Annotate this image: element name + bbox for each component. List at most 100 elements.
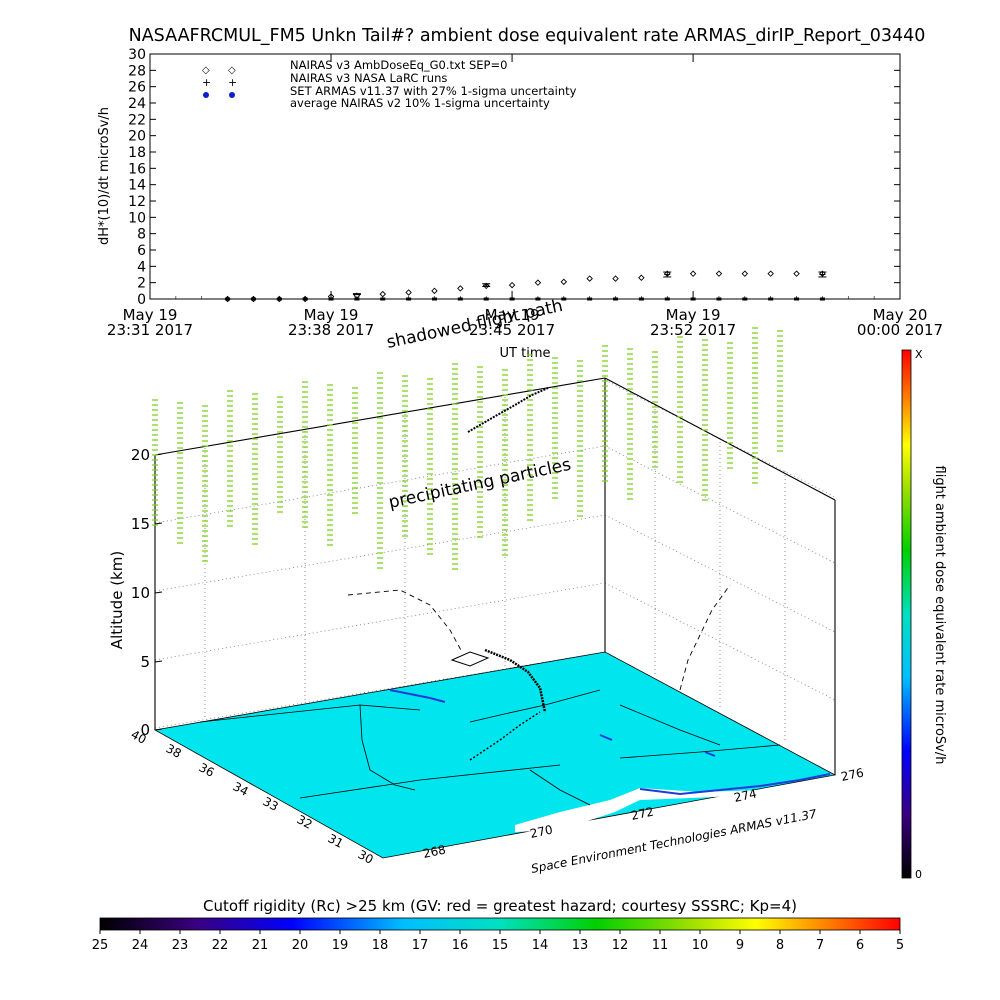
x-tick-label: 00:00 2017 [857,321,943,339]
legend-marker-plus: + [228,76,237,89]
cutoff-tick-label: 25 [92,938,109,953]
armas-point [613,297,619,301]
altitude-tick-label: 15 [131,515,150,533]
figure-title: NASAAFRCMUL_FM5 Unkn Tail#? ambient dose… [129,26,926,46]
x-tick-label: 23:38 2017 [288,321,374,339]
latitude-tick-label: 31 [326,831,346,851]
y-tick-label: 14 [128,178,146,194]
latitude-tick-label: 40 [129,727,149,747]
altitude-tick-label: 0 [140,721,150,739]
longitude-tick-label: 268 [422,842,447,860]
top-chart-marks [224,270,827,303]
nairas-point [612,275,619,282]
armas-point [561,297,567,301]
cutoff-tick-label: 23 [172,938,189,953]
longitude-axis: 268 270 272 274 276 [422,765,865,860]
cutoff-tick-label: 8 [776,938,784,953]
armas-point [276,297,282,301]
x-tick-label: May 19 [485,306,540,324]
nairas-point [431,287,438,295]
y-tick-label: 10 [128,210,146,226]
armas-point [457,297,463,301]
colorbar-title: flight ambient dose equivalent rate micr… [932,466,947,765]
latitude-tick-label: 32 [295,812,315,832]
longitude-tick-label: 272 [630,804,655,822]
armas-point [794,297,800,301]
cutoff-tick-label: 22 [212,938,229,953]
legend-marker-plus: + [202,76,211,89]
latitude-tick-label: 33 [261,794,281,814]
land-patch [515,775,835,832]
nairas-point [508,281,516,289]
armas-point [302,297,308,301]
x-tick-label: 23:31 2017 [107,321,193,339]
armas-point [716,297,722,301]
altitude-tick-label: 10 [131,584,150,602]
y-tick-label: 2 [137,276,146,292]
longitude-tick-label: 270 [529,822,554,840]
y-tick-label: 30 [128,47,146,63]
armas-point [509,297,515,301]
y-tick-label: 22 [128,112,146,128]
armas-point [742,297,748,301]
cutoff-tick-label: 20 [292,938,309,953]
latitude-tick-label: 30 [356,847,376,867]
armas-point [768,297,774,301]
armas-point [328,297,334,301]
cutoff-tick-label: 18 [372,938,389,953]
altitude-tick-label: 5 [140,653,150,671]
altitude-tick [154,591,163,594]
legend-entry-nairas-v2: average NAIRAS v2 10% 1-sigma uncertaint… [290,96,550,110]
y-tick-label: 6 [137,243,146,259]
armas-point [690,297,696,301]
y-tick-label: 12 [128,194,146,210]
longitude-tick-label: 274 [733,786,758,804]
cutoff-tick-label: 14 [532,938,549,953]
armas-point [406,297,412,301]
cutoff-tick-label: 11 [652,938,669,953]
cutoff-tick-label: 17 [412,938,429,953]
nairas-point [715,270,723,277]
cutoff-ticks: 25 24 23 22 21 20 19 18 17 16 15 14 13 12 11 10 9 8 7 6 5 [92,930,904,953]
legend-entry-armas: SET ARMAS v11.37 with 27% 1-sigma uncert… [290,84,577,98]
armas-point [664,297,670,301]
legend-marker-diamond: ◇ [202,65,210,76]
latitude-tick-label: 34 [231,779,251,799]
altitude-tick [154,728,163,731]
nairas-point [793,270,800,277]
top-xlabel: UT time [500,346,551,361]
y-tick-label: 4 [137,259,146,275]
altitude-label: Altitude (km) [108,551,126,649]
cutoff-title: Cutoff rigidity (Rc) >25 km (GV: red = g… [203,897,797,915]
nairas-point [638,274,645,282]
x-tick-label: May 20 [873,306,928,324]
latitude-tick-label: 38 [164,741,184,761]
x-tick-label: 23:52 2017 [650,321,736,339]
altitude-tick-label: 20 [131,446,150,464]
nairas-point [586,275,593,282]
nairas-point [457,285,464,292]
armas-point [225,297,231,301]
nairas-point [560,278,568,286]
altitude-tick [154,522,163,525]
precipitating-label: precipitating particles [387,455,573,513]
armas-point [819,297,825,301]
cutoff-rigidity-bar: Cutoff rigidity (Rc) >25 km (GV: red = g… [92,897,904,953]
top-ylabel: dH*(10)/dt microSv/h [97,107,112,245]
altitude-tick [154,660,163,663]
flight-path [347,584,731,761]
cutoff-tick-label: 7 [816,938,824,953]
altitude-axis: 0 5 10 15 20 [131,446,163,739]
armas-point [380,297,386,301]
precipitating-particles [152,327,783,570]
nairas-point [741,270,749,277]
cutoff-tick-label: 10 [692,938,709,953]
coastline [389,689,831,796]
cutoff-tick-label: 6 [856,938,864,953]
y-tick-label: 18 [128,145,146,161]
cutoff-tick-label: 13 [572,938,589,953]
